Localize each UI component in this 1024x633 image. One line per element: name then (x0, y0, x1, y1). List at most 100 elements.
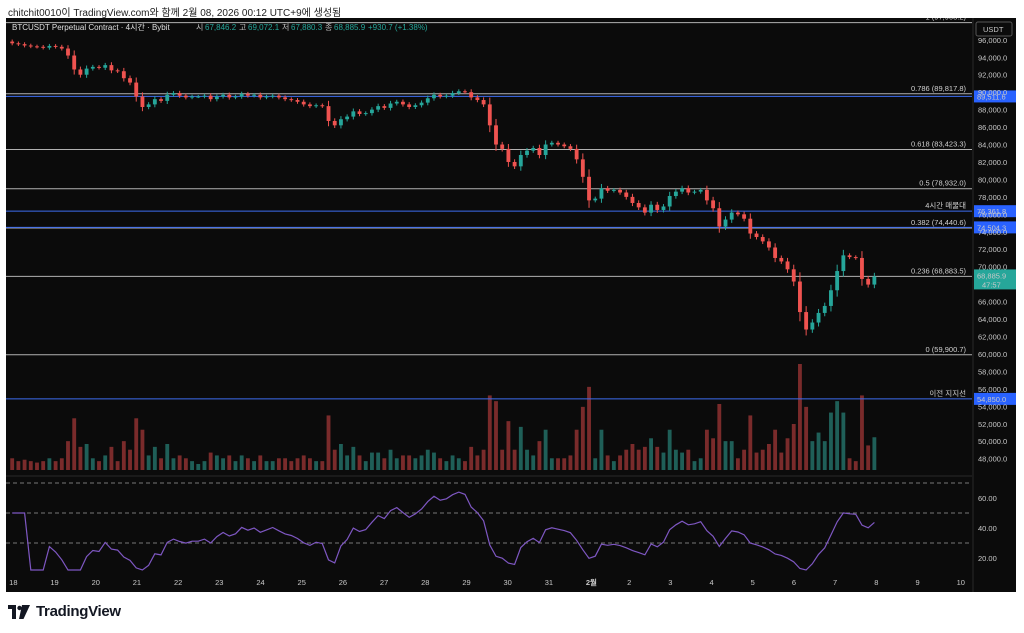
volume-bar (686, 449, 691, 470)
volume-bar (202, 461, 207, 470)
candle-body (351, 111, 356, 117)
volume-bar (115, 461, 120, 470)
fib-level-label: 1 (97,963.2) (926, 18, 967, 22)
candle-body (698, 189, 703, 192)
volume-bar (593, 458, 598, 470)
ohlc-value: 67,846.2 (205, 23, 237, 32)
time-tick-label: 3 (668, 578, 672, 587)
volume-bar (370, 452, 374, 470)
volume-bar (605, 455, 610, 470)
volume-bar (128, 449, 132, 470)
candle-body (152, 99, 157, 105)
candle-body (258, 94, 263, 98)
price-badge-label: 76,361.8 (977, 207, 1006, 216)
candle-body (760, 237, 765, 242)
candle-body (227, 94, 232, 98)
volume-bar (121, 441, 126, 470)
rsi-line (12, 491, 875, 571)
volume-bar (463, 461, 467, 470)
volume-bar (376, 452, 381, 470)
volume-bar (742, 449, 747, 470)
volume-bar (791, 424, 796, 470)
volume-bar (134, 418, 139, 470)
volume-bar (345, 455, 350, 470)
volume-bar (804, 406, 809, 470)
volume-bar (698, 458, 703, 470)
price-tick-label: 56,000.0 (978, 385, 1007, 394)
candle-body (413, 105, 418, 108)
candle-body (506, 148, 511, 162)
candle-body (804, 312, 809, 330)
volume-bar (357, 455, 362, 470)
time-tick-label: 7 (833, 578, 837, 587)
grid-lines (6, 18, 974, 592)
candle-body (667, 196, 672, 207)
volume-bar (41, 461, 46, 470)
time-tick-label: 9 (915, 578, 919, 587)
volume-bar (301, 455, 306, 470)
volume-bar (729, 441, 734, 470)
volume-bar (853, 461, 858, 470)
price-badge-label: 74,504.3 (977, 223, 1006, 232)
volume-bar (649, 438, 653, 470)
candle-body (72, 55, 77, 70)
time-tick-label: 24 (256, 578, 264, 587)
price-badge-label: 89,511.6 (977, 92, 1006, 101)
candle-body (450, 93, 455, 96)
volume-bar (227, 455, 232, 470)
price-tick-label: 48,000.0 (978, 455, 1007, 464)
chart-svg[interactable]: 1 (97,963.2) 0.786 (89,817.8) 0.618 (83,42… (6, 18, 1016, 592)
chart-area[interactable]: 1 (97,963.2) 0.786 (89,817.8) 0.618 (83,42… (6, 18, 1016, 592)
volume-bar (469, 446, 474, 470)
candle-body (22, 44, 27, 46)
price-axis: 96,000.0 94,000.0 92,000.0 90,000.0 88,000.0… (974, 21, 1016, 563)
candle-body (370, 109, 374, 114)
candle-body (146, 104, 151, 108)
candle-body (295, 100, 300, 102)
volume-bar (84, 444, 89, 470)
candle-body (847, 255, 852, 258)
ohlc-value: 67,880.3 (291, 23, 323, 32)
candle-body (487, 104, 492, 126)
rsi-panel (6, 482, 972, 571)
candle-body (642, 207, 647, 213)
horizontal-lines: 89,511.6 76,361.8 4시간 매물대 74,504.3 54,850.0 이… (6, 90, 1016, 405)
last-price-label: 68,885.9 (977, 271, 1006, 280)
countdown-label: 47:57 (982, 280, 1001, 289)
volume-bar (258, 455, 263, 470)
fib-levels: 1 (97,963.2) 0.786 (89,817.8) 0.618 (83,42… (6, 18, 972, 356)
candle-body (376, 106, 381, 110)
candle-body (580, 159, 585, 177)
volume-bar (363, 461, 368, 470)
candle-body (748, 218, 753, 234)
candle-body (549, 142, 554, 145)
volume-bar (549, 458, 554, 470)
volume-bar (866, 445, 871, 470)
volume-bar (630, 444, 635, 470)
time-tick-label: 20 (92, 578, 100, 587)
candle-body (673, 191, 678, 197)
price-badge (974, 221, 1016, 234)
price-tick-label: 76,000.0 (978, 210, 1007, 219)
time-tick-label: 5 (751, 578, 755, 587)
volume-bar (822, 441, 827, 470)
volume-bar (307, 458, 312, 470)
volume-bar (314, 461, 319, 470)
candle-body (766, 241, 771, 248)
volume-bar (841, 412, 846, 470)
volume-bar (59, 458, 64, 470)
candle-body (283, 97, 288, 100)
volume-bar (568, 455, 573, 470)
volume-bar (624, 449, 629, 470)
volume-bar (394, 458, 399, 470)
volume-bar (711, 438, 716, 470)
candle-body (723, 219, 728, 227)
volume-bar (661, 452, 666, 470)
candle-body (735, 212, 740, 215)
candle-body (264, 96, 269, 98)
candle-body (816, 312, 821, 323)
time-tick-label: 6 (792, 578, 796, 587)
volume-bars (10, 364, 877, 470)
volume-bar (748, 415, 753, 470)
candle-body (438, 94, 443, 97)
